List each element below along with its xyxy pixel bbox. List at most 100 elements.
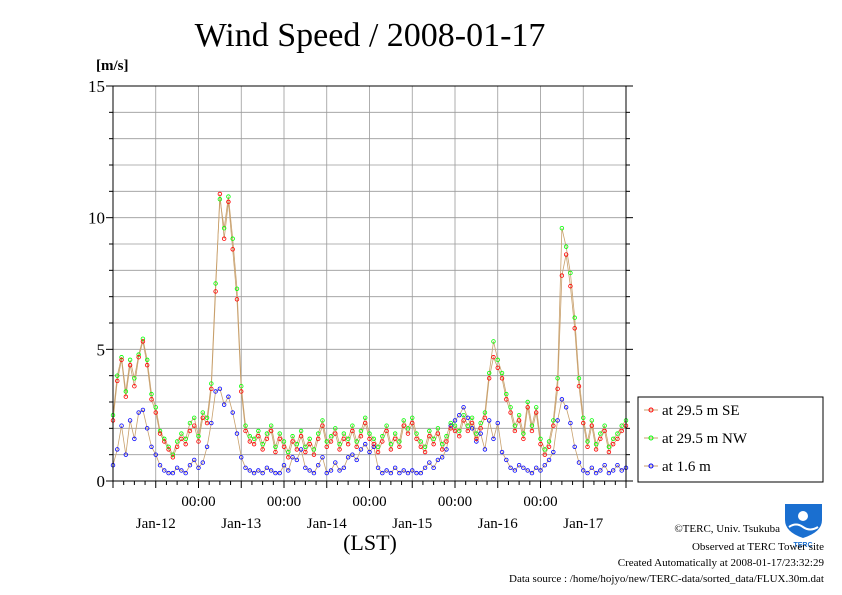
data-point: [268, 468, 274, 473]
data-point: [140, 336, 146, 341]
data-point: [153, 405, 158, 410]
data-point: [414, 436, 419, 442]
data-point: [234, 431, 240, 436]
data-point: [619, 423, 624, 428]
data-point: [469, 415, 475, 420]
data-point: [606, 444, 612, 449]
data-point: [251, 441, 257, 447]
data-point: [260, 470, 265, 476]
data-point: [469, 420, 475, 426]
data-point: [119, 357, 124, 363]
data-point: [209, 381, 214, 386]
data-point: [478, 431, 483, 436]
data-point: [525, 405, 530, 410]
data-point: [388, 470, 394, 476]
data-point: [217, 386, 223, 392]
data-point: [576, 384, 582, 389]
data-point: [281, 463, 287, 468]
data-point: [593, 447, 599, 452]
data-point: [166, 444, 171, 449]
terc-logo-drop-icon: [798, 511, 808, 521]
data-point: [559, 397, 565, 402]
data-point: [585, 470, 590, 476]
data-point: [298, 434, 304, 439]
data-point: [183, 436, 188, 442]
data-point: [230, 247, 235, 252]
x-day-label: Jan-17: [563, 516, 603, 532]
data-point: [589, 423, 594, 428]
data-point: [239, 455, 244, 460]
data-point: [286, 455, 291, 460]
data-point: [337, 468, 342, 473]
data-point: [307, 441, 312, 447]
series-line: [112, 196, 627, 456]
data-point: [294, 447, 300, 452]
data-point: [380, 439, 385, 444]
data-point: [140, 407, 146, 413]
data-point: [256, 468, 261, 473]
data-point: [525, 468, 530, 473]
data-point: [277, 431, 282, 436]
data-point: [311, 470, 317, 476]
data-point: [213, 289, 218, 294]
data-point: [384, 423, 389, 428]
data-point: [264, 436, 270, 442]
data-point: [350, 423, 355, 428]
data-point: [294, 441, 300, 447]
data-point: [512, 428, 518, 434]
data-point: [598, 468, 603, 473]
data-point: [418, 470, 423, 476]
legend-marker: [648, 407, 654, 413]
data-point: [341, 431, 347, 436]
data-point: [572, 326, 577, 331]
data-point: [405, 431, 411, 436]
data-point: [316, 463, 321, 468]
data-point: [132, 436, 137, 442]
data-point: [196, 434, 201, 439]
data-point: [418, 444, 423, 449]
data-point: [452, 428, 458, 434]
data-point: [572, 444, 577, 449]
data-point: [144, 357, 150, 363]
data-point: [615, 463, 620, 468]
data-point: [328, 434, 334, 439]
data-point: [593, 470, 599, 476]
data-point: [405, 426, 411, 431]
data-point: [482, 415, 488, 420]
data-point: [127, 362, 133, 368]
data-point: [465, 423, 471, 428]
chart-title: Wind Speed / 2008-01-17: [195, 17, 546, 54]
data-point: [277, 470, 282, 476]
data-point: [217, 191, 223, 197]
data-point: [397, 444, 402, 449]
data-point: [183, 470, 188, 476]
data-point: [491, 436, 496, 442]
data-point: [487, 376, 492, 381]
data-point: [610, 436, 616, 442]
data-point: [431, 436, 436, 442]
data-point: [162, 436, 167, 442]
grid-lines: [113, 86, 626, 481]
data-point: [598, 431, 603, 436]
data-point: [401, 418, 406, 423]
data-point: [230, 410, 235, 415]
data-point: [239, 384, 244, 389]
data-point: [435, 431, 441, 436]
legend: at 29.5 m SE at 29.5 m NW at 1.6 m: [637, 396, 824, 483]
data-point: [354, 439, 359, 444]
legend-marker: [648, 435, 654, 441]
data-point: [457, 412, 462, 418]
data-point: [504, 391, 509, 397]
data-point: [149, 391, 154, 397]
data-point: [209, 420, 214, 426]
data-point: [298, 428, 304, 434]
data-point: [589, 418, 594, 423]
data-point: [392, 465, 398, 471]
data-point: [581, 415, 586, 420]
data-point: [504, 397, 509, 402]
data-point: [213, 281, 218, 286]
data-point: [499, 376, 505, 381]
data-point: [192, 423, 197, 428]
data-point: [512, 468, 518, 473]
y-tick-label: 5: [97, 340, 106, 359]
